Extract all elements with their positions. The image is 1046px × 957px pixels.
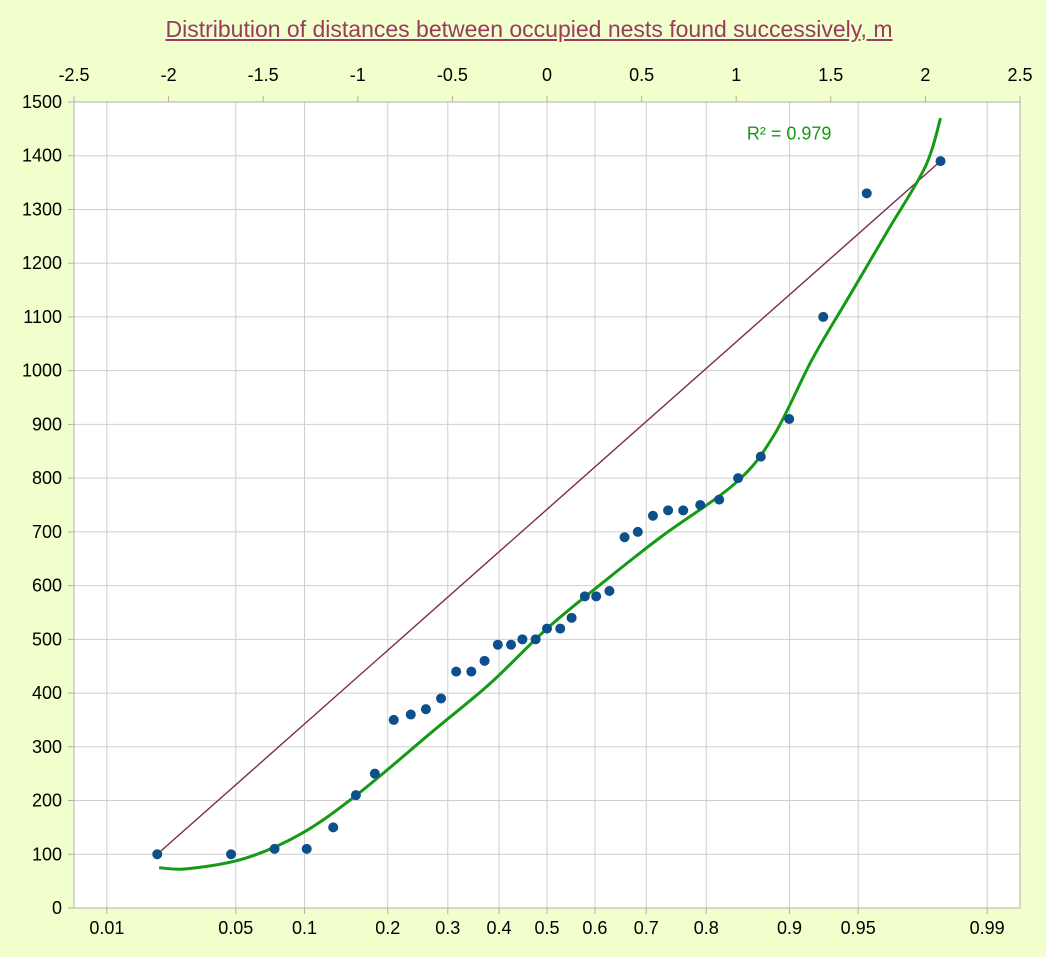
data-point — [405, 709, 416, 720]
reference-line — [156, 160, 941, 855]
top-tick-label: -1 — [350, 65, 366, 85]
data-point — [861, 188, 872, 199]
data-point — [517, 634, 528, 645]
y-tick-label: 300 — [32, 737, 62, 757]
data-point — [755, 451, 766, 462]
data-point — [226, 849, 237, 860]
data-point — [663, 505, 674, 516]
data-point — [530, 634, 541, 645]
bottom-tick-label: 0.95 — [841, 918, 876, 938]
top-tick-label: 0.5 — [629, 65, 654, 85]
data-point — [369, 768, 380, 779]
top-tick-label: -1.5 — [248, 65, 279, 85]
data-point — [506, 639, 517, 650]
y-tick-label: 800 — [32, 468, 62, 488]
data-point — [619, 532, 630, 543]
y-tick-label: 600 — [32, 576, 62, 596]
y-tick-label: 1200 — [22, 253, 62, 273]
bottom-tick-label: 0.99 — [970, 918, 1005, 938]
bottom-tick-label: 0.9 — [777, 918, 802, 938]
y-tick-label: 1100 — [23, 307, 62, 327]
data-point — [492, 639, 503, 650]
bottom-tick-label: 0.6 — [582, 918, 607, 938]
bottom-tick-label: 0.8 — [694, 918, 719, 938]
bottom-tick-label: 0.01 — [89, 918, 124, 938]
data-point — [350, 790, 361, 801]
top-tick-label: 1 — [731, 65, 741, 85]
data-point — [695, 500, 706, 510]
y-tick-label: 0 — [52, 898, 62, 918]
axis-layer: 0100200300400500600700800900100011001200… — [22, 65, 1033, 938]
data-point — [328, 822, 339, 833]
bottom-tick-label: 0.2 — [375, 918, 400, 938]
trendline-curve — [159, 117, 942, 871]
data-point — [784, 414, 795, 425]
plot-border — [73, 101, 1021, 909]
data-point — [436, 693, 447, 704]
data-point — [591, 591, 602, 602]
data-point — [466, 666, 477, 677]
data-point — [479, 655, 490, 666]
y-tick-label: 1000 — [22, 361, 62, 381]
data-point — [714, 494, 725, 505]
bottom-tick-label: 0.05 — [218, 918, 253, 938]
data-point — [269, 843, 280, 854]
data-point — [818, 311, 829, 322]
top-tick-label: 2.5 — [1007, 65, 1032, 85]
data-point — [301, 843, 312, 854]
data-point — [935, 156, 946, 167]
bottom-tick-label: 0.7 — [634, 918, 659, 938]
data-point — [733, 473, 744, 484]
data-point — [678, 505, 689, 516]
top-tick-label: -0.5 — [437, 65, 468, 85]
chart-title: Distribution of distances between occupi… — [165, 16, 893, 42]
bottom-tick-label: 0.4 — [487, 918, 512, 938]
y-tick-label: 500 — [32, 629, 62, 649]
bottom-tick-label: 0.1 — [292, 918, 317, 938]
top-tick-label: 2 — [920, 65, 930, 85]
data-point — [566, 612, 577, 623]
data-point — [632, 526, 643, 537]
series-layer — [152, 117, 946, 871]
y-tick-label: 200 — [32, 791, 62, 811]
y-tick-label: 900 — [32, 414, 62, 434]
top-tick-label: 0 — [542, 65, 552, 85]
top-tick-label: 1.5 — [818, 65, 843, 85]
bottom-tick-label: 0.3 — [435, 918, 460, 938]
y-tick-label: 400 — [32, 683, 62, 703]
top-tick-label: -2 — [161, 65, 177, 85]
data-point — [420, 704, 431, 715]
data-point — [555, 623, 566, 634]
top-tick-label: -2.5 — [58, 65, 89, 85]
data-point — [579, 591, 590, 602]
data-point — [388, 714, 399, 725]
data-point — [542, 623, 552, 634]
data-point — [152, 849, 163, 860]
y-tick-label: 1400 — [22, 146, 62, 166]
bottom-tick-label: 0.5 — [534, 918, 559, 938]
data-point — [647, 510, 658, 521]
data-point — [604, 585, 615, 596]
data-point — [451, 666, 462, 677]
r-squared-label: R² = 0.979 — [747, 124, 832, 144]
y-tick-label: 100 — [32, 844, 62, 864]
y-tick-label: 1500 — [22, 92, 62, 112]
y-tick-label: 700 — [32, 522, 62, 542]
y-tick-label: 1300 — [22, 199, 62, 219]
